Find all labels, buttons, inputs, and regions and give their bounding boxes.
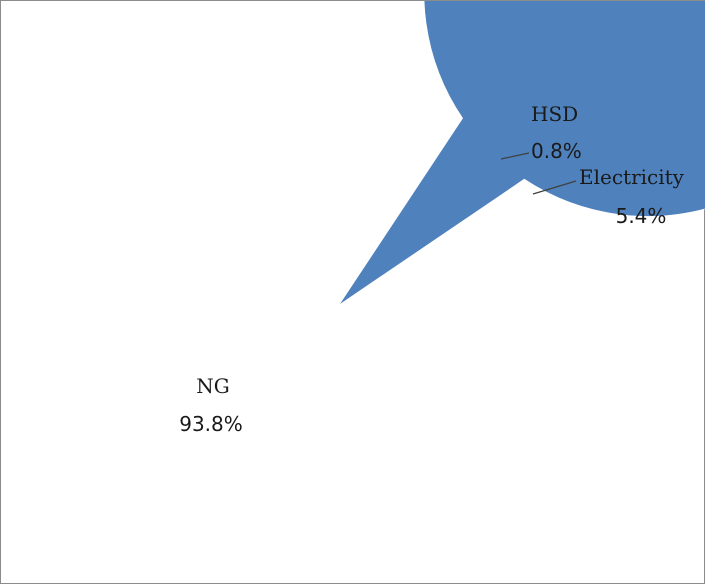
- slice-label-hsd: HSD: [531, 102, 578, 126]
- slice-label-ng: NG: [196, 374, 229, 398]
- electricity-leader-line: [532, 180, 577, 195]
- slice-label-electricity: Electricity: [579, 165, 685, 189]
- hsd-leader-line: [500, 152, 530, 160]
- pie-slices: [338, 1, 705, 306]
- pie-slice-ng: [338, 1, 705, 306]
- slice-percent-hsd: 0.8%: [531, 139, 582, 163]
- slice-percent-electricity: 5.4%: [616, 204, 667, 228]
- slice-percent-ng: 93.8%: [179, 412, 243, 436]
